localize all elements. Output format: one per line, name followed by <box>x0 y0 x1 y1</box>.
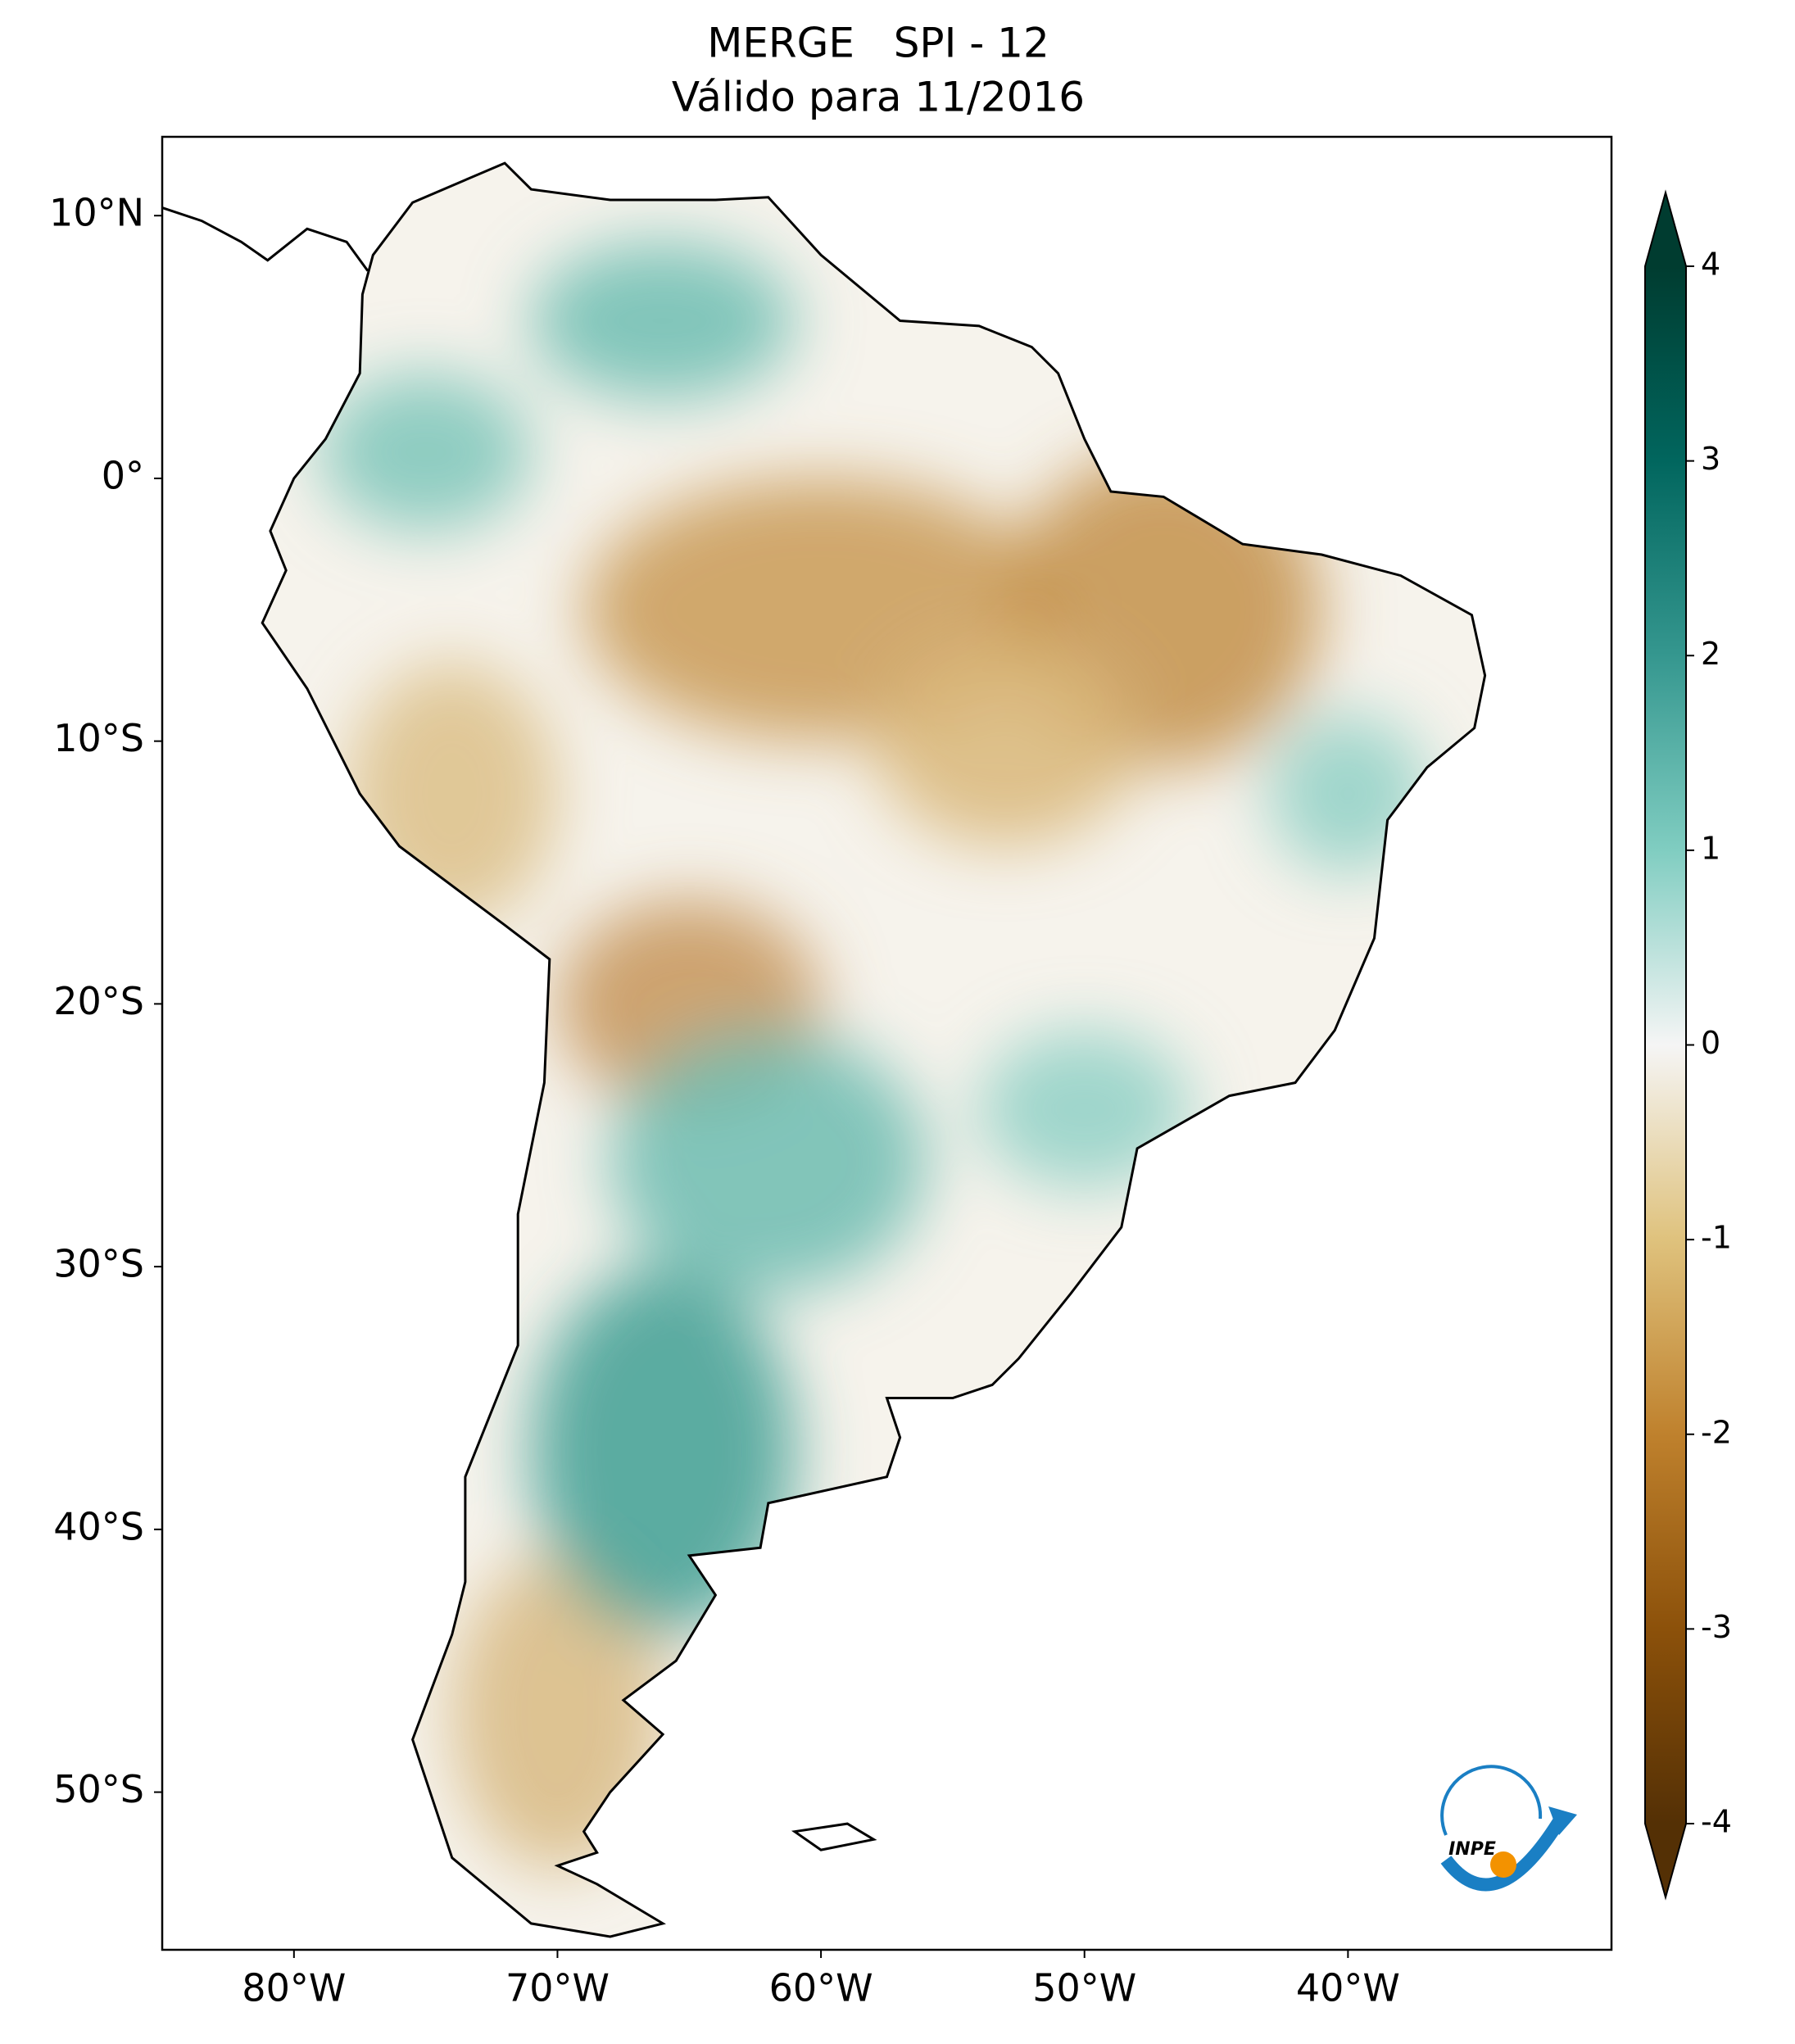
colorbar-tick-label: 3 <box>1701 441 1720 477</box>
map-frame <box>161 135 1613 1951</box>
y-tick-label: 30°S <box>53 1242 144 1286</box>
y-tick-label: 20°S <box>53 979 144 1023</box>
coastline <box>161 206 369 272</box>
logo-swirl <box>1440 1765 1543 1836</box>
coastline <box>261 161 1487 1938</box>
colorbar-extend-min <box>1645 1824 1686 1897</box>
spi-region <box>531 242 795 400</box>
y-tick-label: 10°N <box>49 191 144 235</box>
colorbar-tick-label: 4 <box>1701 247 1720 283</box>
map <box>161 161 1487 1938</box>
colorbar-tick-label: -1 <box>1701 1220 1732 1256</box>
logo: INPE <box>1440 1765 1577 1892</box>
spi-region <box>610 1030 927 1294</box>
x-tick-label: 80°W <box>242 1966 346 2010</box>
y-tick-label: 50°S <box>53 1767 144 1811</box>
map-subtitle: Válido para 11/2016 <box>672 74 1085 121</box>
spi-region <box>1268 714 1427 873</box>
y-tick-label: 10°S <box>53 716 144 760</box>
spi-region <box>531 1267 795 1635</box>
x-tick-label: 60°W <box>769 1966 873 2010</box>
x-tick-label: 40°W <box>1296 1966 1400 2010</box>
colorbar: -4 -3 -2 -1 0 1 2 3 4 <box>1644 189 1732 1901</box>
logo-text: INPE <box>1448 1839 1496 1860</box>
y-tick-label: 40°S <box>53 1504 144 1548</box>
x-tick-label: 70°W <box>505 1966 610 2010</box>
colorbar-tick-label: 2 <box>1701 636 1720 672</box>
x-tick-label: 50°W <box>1032 1966 1136 2010</box>
colorbar-tick-label: -3 <box>1701 1609 1732 1645</box>
colorbar-tick-label: -2 <box>1701 1414 1732 1450</box>
spi-field <box>320 242 1427 1871</box>
y-tick-label: 0° <box>102 453 144 497</box>
map-title: MERGE SPI - 12 <box>707 20 1049 67</box>
logo-arrowhead <box>1548 1806 1577 1835</box>
colorbar-tick-label: -4 <box>1701 1804 1732 1840</box>
logo-dot <box>1490 1851 1516 1878</box>
colorbar-extend-max <box>1645 193 1686 266</box>
spi-blobs <box>320 242 1427 1871</box>
logo-arrow <box>1440 1815 1566 1892</box>
spi-region <box>320 373 532 532</box>
colorbar-body <box>1645 266 1686 1824</box>
spi-region <box>873 636 1138 846</box>
spi-region <box>979 1030 1190 1188</box>
island <box>791 1822 877 1851</box>
colorbar-tick-label: 1 <box>1701 830 1720 866</box>
colorbar-tick-label: 0 <box>1701 1025 1720 1061</box>
